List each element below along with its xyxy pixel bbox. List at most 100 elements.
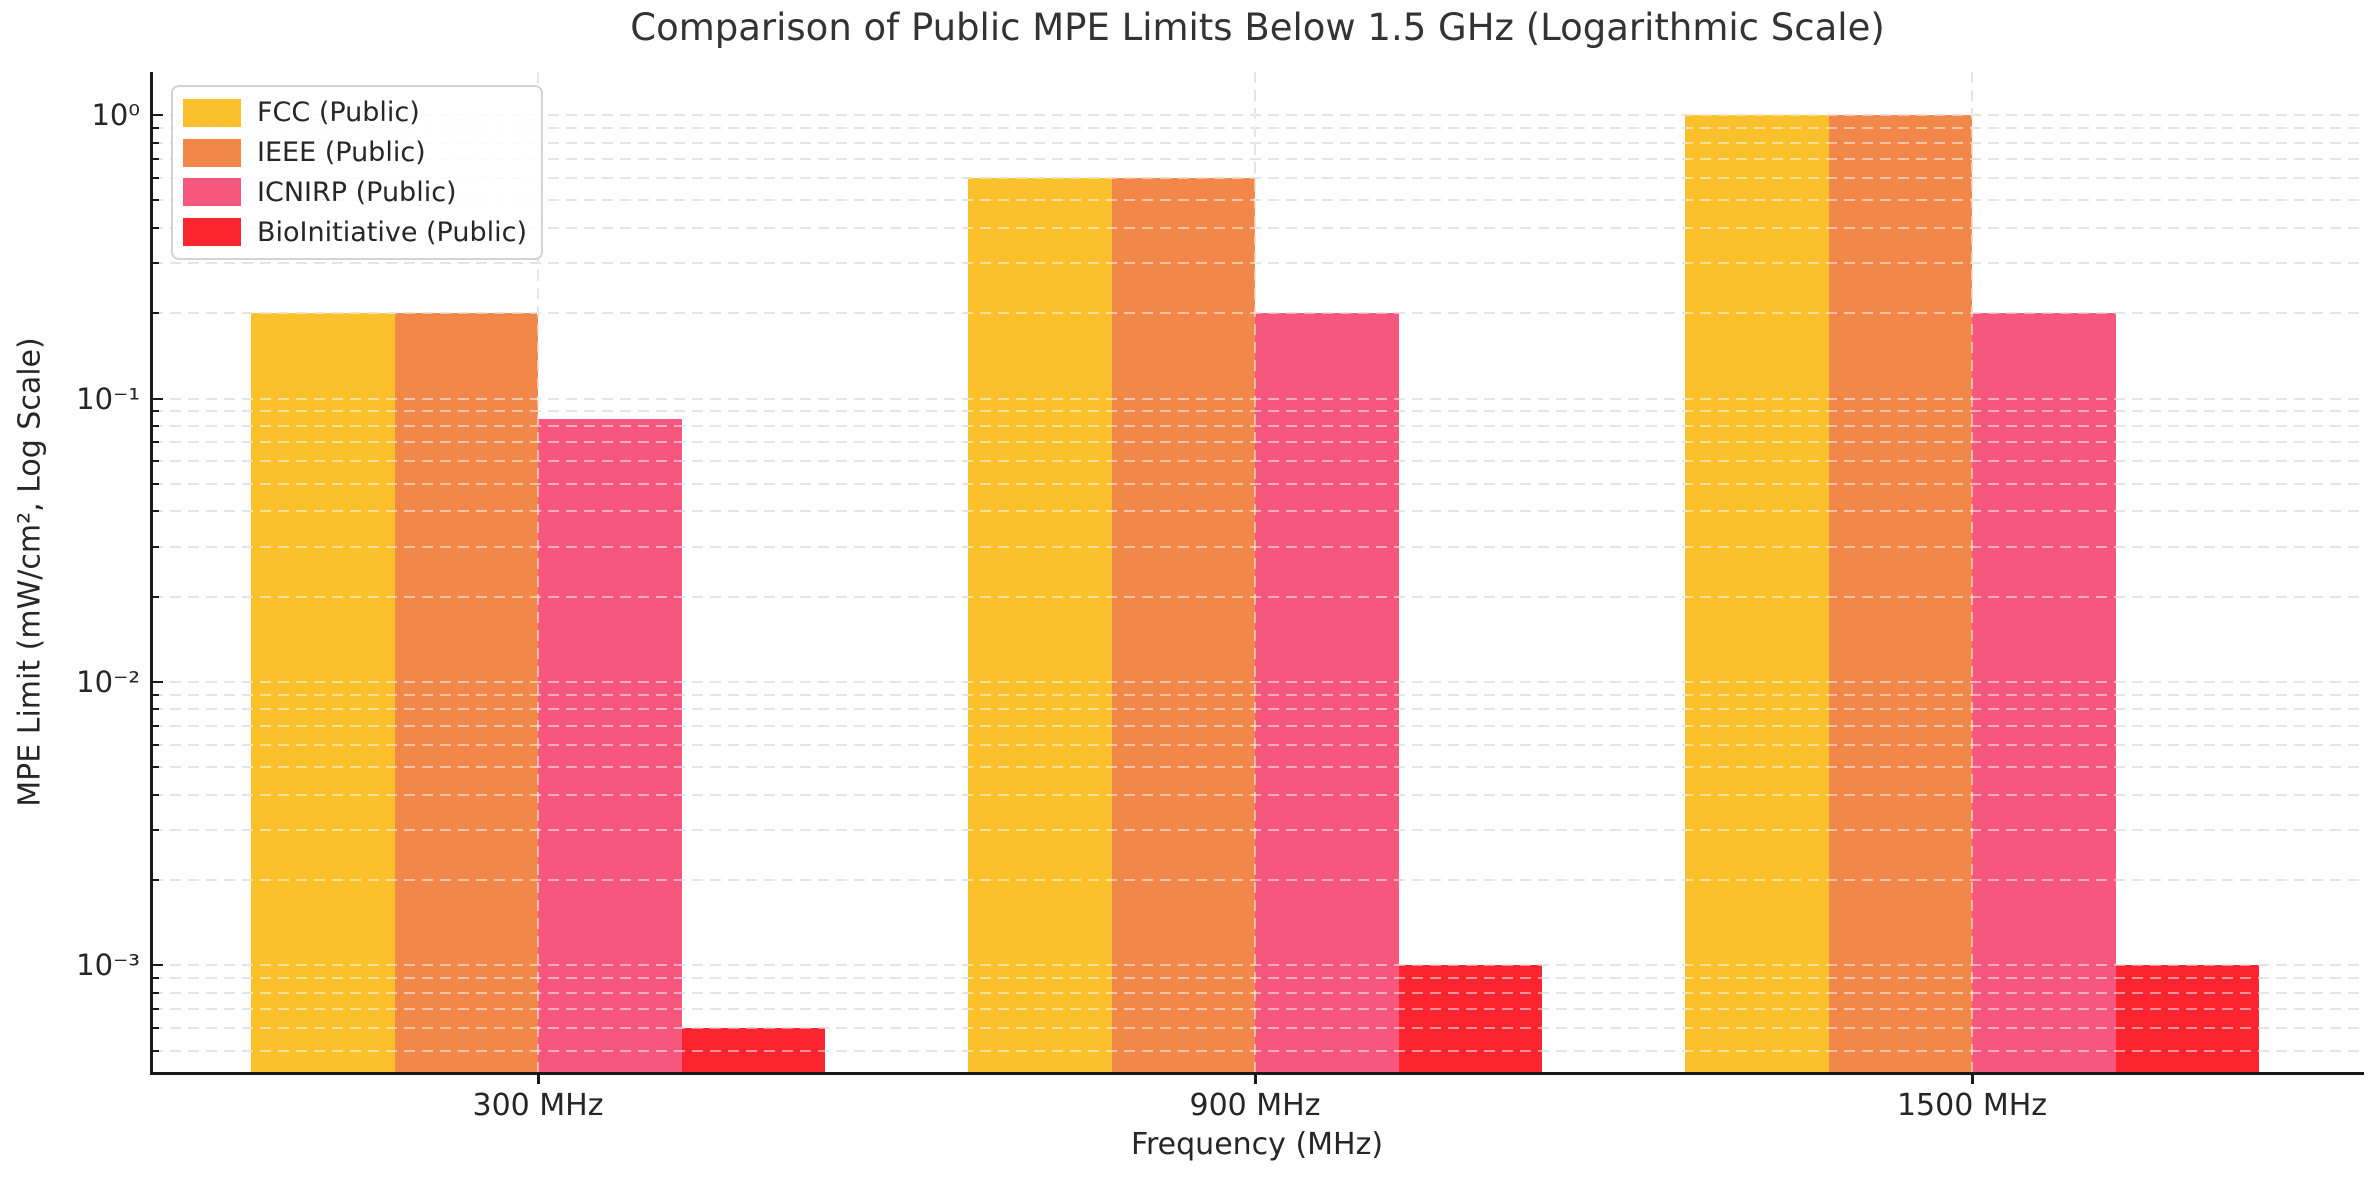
- y-gridline-overlay: [152, 482, 2363, 485]
- y-gridline-overlay: [152, 829, 2363, 832]
- y-minor-tick: [153, 793, 159, 796]
- y-minor-tick: [153, 545, 159, 548]
- y-minor-tick: [153, 127, 159, 130]
- legend: FCC (Public) IEEE (Public) ICNIRP (Public)…: [171, 85, 543, 260]
- legend-item: FCC (Public): [183, 97, 531, 128]
- y-tick-label: 10⁻¹: [76, 381, 140, 416]
- y-tick-label: 10⁻³: [76, 948, 140, 983]
- y-minor-tick: [153, 693, 159, 696]
- y-minor-tick: [153, 226, 159, 229]
- y-major-tick: [153, 114, 163, 117]
- y-gridline-overlay: [152, 199, 2363, 202]
- chart-title: Comparison of Public MPE Limits Below 1.…: [630, 6, 1885, 49]
- y-gridline-overlay: [152, 127, 2363, 130]
- bar: [1398, 965, 1542, 1072]
- x-tick-label: 1500 MHz: [1896, 1088, 2048, 1123]
- x-tick-label: 900 MHz: [1189, 1088, 1321, 1123]
- y-gridline-overlay: [152, 708, 2363, 711]
- x-tick: [1253, 1075, 1257, 1084]
- y-gridline-overlay: [152, 595, 2363, 598]
- x-tick: [1970, 1075, 1974, 1084]
- y-tick-label: 10⁰: [91, 98, 140, 133]
- y-gridline-overlay: [152, 1027, 2363, 1030]
- y-minor-tick: [153, 1049, 159, 1052]
- y-minor-tick: [153, 1027, 159, 1030]
- y-gridline-overlay: [152, 680, 2363, 683]
- y-gridline-overlay: [152, 158, 2363, 161]
- y-minor-tick: [153, 991, 159, 994]
- y-minor-tick: [153, 708, 159, 711]
- bar: [251, 313, 395, 1072]
- x-tick-label: 300 MHz: [472, 1088, 604, 1123]
- y-minor-tick: [153, 977, 159, 980]
- y-minor-tick: [153, 510, 159, 513]
- y-gridline-overlay: [152, 177, 2363, 180]
- y-minor-tick: [153, 724, 159, 727]
- y-minor-tick: [153, 262, 159, 265]
- y-minor-tick: [153, 424, 159, 427]
- y-gridline-overlay: [152, 410, 2363, 413]
- y-gridline-overlay: [152, 724, 2363, 727]
- y-gridline-overlay: [152, 545, 2363, 548]
- y-minor-tick: [153, 1008, 159, 1011]
- y-gridline-overlay: [152, 766, 2363, 769]
- y-tick-label: 10⁻²: [76, 664, 140, 699]
- y-gridline-overlay: [152, 693, 2363, 696]
- x-tick: [536, 1075, 540, 1084]
- y-gridline-overlay: [152, 1008, 2363, 1011]
- bar: [1972, 313, 2116, 1072]
- y-minor-tick: [153, 878, 159, 881]
- y-gridline-overlay: [152, 397, 2363, 400]
- y-minor-tick: [153, 460, 159, 463]
- y-minor-tick: [153, 482, 159, 485]
- y-gridline-overlay: [152, 262, 2363, 265]
- legend-label: FCC (Public): [257, 97, 420, 129]
- y-gridline-overlay: [152, 441, 2363, 444]
- legend-label: IEEE (Public): [257, 137, 426, 169]
- legend-item: BioInitiative (Public): [183, 217, 531, 248]
- bar: [968, 178, 1112, 1072]
- bar: [1828, 115, 1972, 1072]
- x-axis-label: Frequency (MHz): [1130, 1127, 1384, 1162]
- y-major-tick: [153, 680, 163, 683]
- y-minor-tick: [153, 595, 159, 598]
- y-axis-label: MPE Limit (mW/cm², Log Scale): [12, 337, 48, 807]
- y-gridline-overlay: [152, 226, 2363, 229]
- y-gridline-overlay: [152, 793, 2363, 796]
- y-minor-tick: [153, 312, 159, 315]
- bar: [394, 313, 538, 1072]
- y-gridline-overlay: [152, 977, 2363, 980]
- y-gridline-overlay: [152, 964, 2363, 967]
- y-axis-spine: [150, 72, 153, 1075]
- y-major-tick: [153, 397, 163, 400]
- y-minor-tick: [153, 141, 159, 144]
- legend-item: IEEE (Public): [183, 137, 531, 168]
- plot-area: 10⁰ 10⁻¹ 10⁻² 10⁻³ 300 MHz 900 MHz 1500 MHz FCC…: [76, 72, 2364, 1123]
- y-gridline-overlay: [152, 510, 2363, 513]
- x-axis-spine: [150, 1072, 2364, 1075]
- x-gridline-overlay: [1971, 72, 1973, 1072]
- x-gridline-overlay: [1254, 72, 1256, 1072]
- y-minor-tick: [153, 158, 159, 161]
- y-gridline-overlay: [152, 141, 2363, 144]
- bar: [1111, 178, 1255, 1072]
- y-minor-tick: [153, 177, 159, 180]
- legend-swatch: [183, 218, 241, 247]
- bar: [1685, 115, 1829, 1072]
- y-gridline-overlay: [152, 424, 2363, 427]
- bar: [1255, 313, 1399, 1072]
- y-minor-tick: [153, 441, 159, 444]
- y-minor-tick: [153, 766, 159, 769]
- y-gridline-overlay: [152, 460, 2363, 463]
- x-gridline-overlay: [537, 72, 539, 1072]
- legend-swatch: [183, 138, 241, 167]
- y-gridline-overlay: [152, 991, 2363, 994]
- y-gridline-overlay: [152, 878, 2363, 881]
- y-minor-tick: [153, 410, 159, 413]
- legend-item: ICNIRP (Public): [183, 177, 531, 208]
- y-minor-tick: [153, 829, 159, 832]
- y-minor-tick: [153, 199, 159, 202]
- y-gridline-overlay: [152, 1049, 2363, 1052]
- legend-label: BioInitiative (Public): [257, 216, 527, 248]
